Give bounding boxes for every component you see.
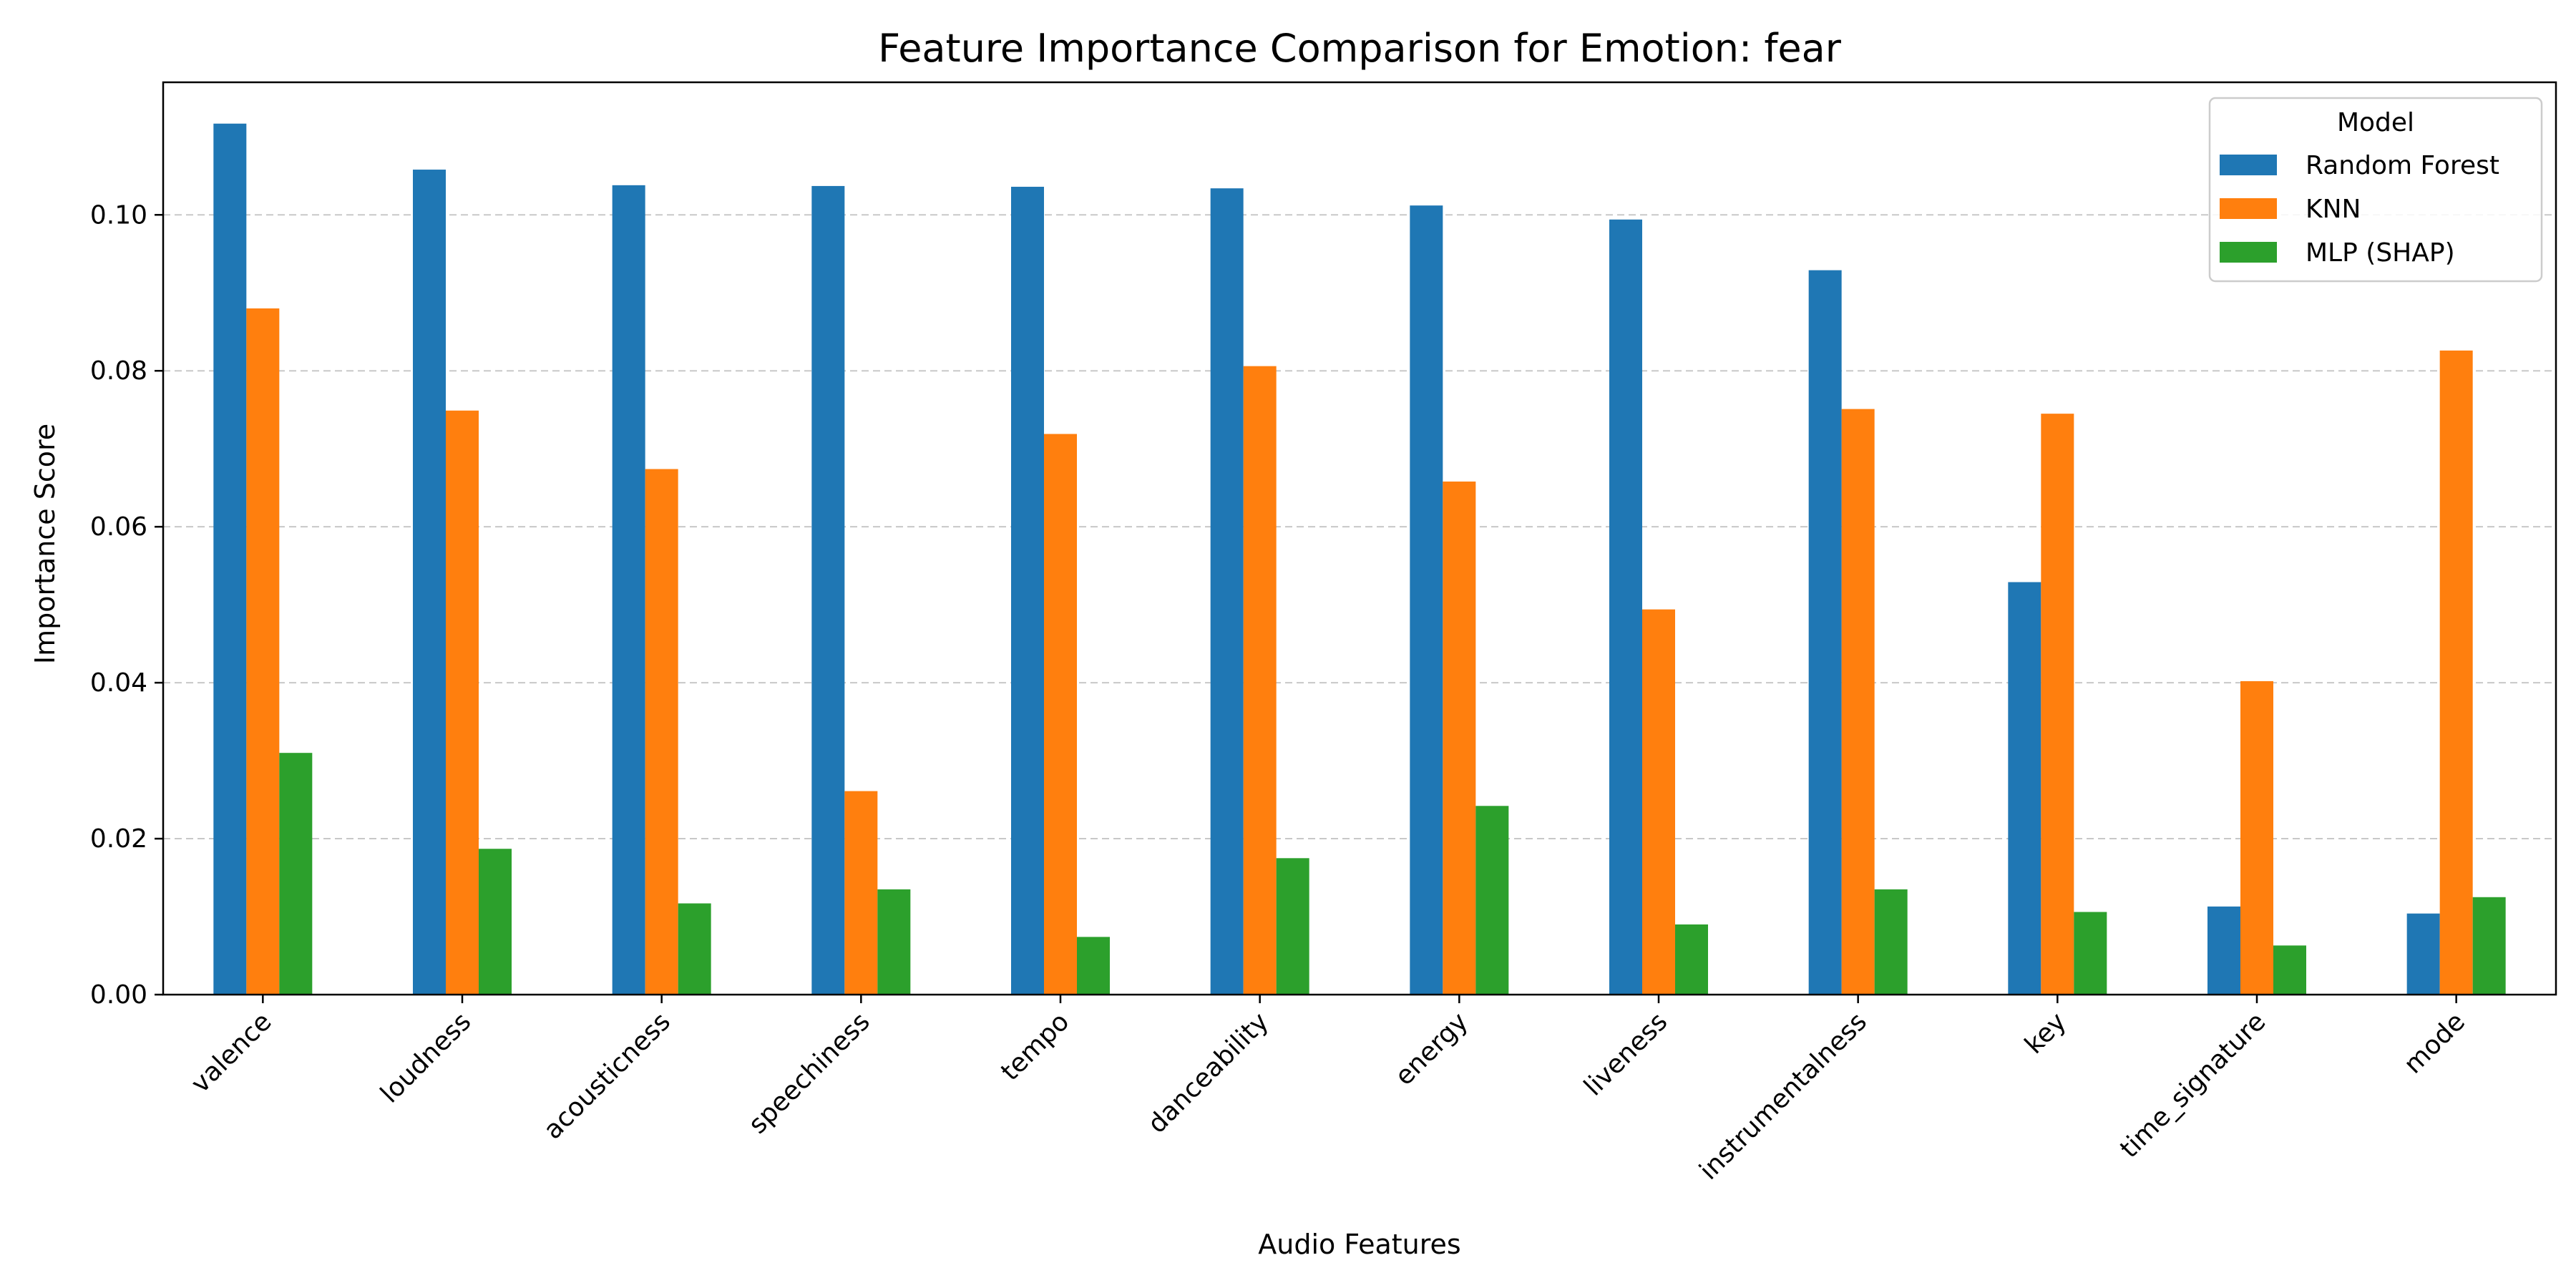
y-tick-label: 0.04 <box>90 668 147 698</box>
x-tick-label-loudness: loudness <box>375 1007 477 1108</box>
x-tick-label-valence: valence <box>186 1007 278 1098</box>
bar-time_signature-mlp-shap <box>2273 945 2306 995</box>
bar-valence-mlp-shap <box>279 753 313 995</box>
legend: Model Random Forest KNN MLP (SHAP) <box>2208 97 2543 283</box>
bar-speechiness-mlp-shap <box>877 889 911 995</box>
bar-speechiness-random-forest <box>811 185 845 995</box>
x-tick-label-speechiness: speechiness <box>743 1007 875 1139</box>
legend-frame <box>2208 97 2543 283</box>
x-tick-label-tempo: tempo <box>995 1007 1075 1086</box>
y-tick-label: 0.08 <box>90 356 147 386</box>
x-tick-label-key: key <box>2019 1007 2072 1060</box>
x-tick-label-instrumentalness: instrumentalness <box>1694 1007 1873 1186</box>
y-tick-label: 0.00 <box>90 980 147 1010</box>
bar-instrumentalness-random-forest <box>1808 270 1842 995</box>
bar-acousticness-mlp-shap <box>678 903 711 995</box>
bar-liveness-knn <box>1642 609 1675 995</box>
x-tick-label-danceability: danceability <box>1142 1007 1274 1139</box>
plot-frame <box>162 81 2557 996</box>
bar-key-mlp-shap <box>2074 912 2107 995</box>
bar-energy-random-forest <box>1410 205 1443 995</box>
bar-danceability-knn <box>1243 366 1277 995</box>
bars <box>213 123 2506 995</box>
chart-title: Feature Importance Comparison for Emotio… <box>878 26 1842 71</box>
bar-acousticness-knn <box>645 469 678 995</box>
legend-swatch-0 <box>2220 155 2277 175</box>
bar-key-random-forest <box>2008 582 2041 995</box>
x-tick-label-mode: mode <box>2399 1007 2471 1079</box>
legend-items: Random Forest KNN MLP (SHAP) <box>2220 151 2499 268</box>
bar-instrumentalness-mlp-shap <box>1874 889 1908 995</box>
legend-label-0: Random Forest <box>2306 151 2499 180</box>
x-tick-label-liveness: liveness <box>1579 1007 1673 1101</box>
x-tick-label-time-signature: time_signature <box>2114 1007 2271 1163</box>
bar-energy-knn <box>1443 481 1476 995</box>
bar-mode-knn <box>2439 350 2473 995</box>
y-tick-label: 0.06 <box>90 512 147 542</box>
bar-speechiness-knn <box>844 791 878 995</box>
x-tick-label-acousticness: acousticness <box>538 1007 676 1145</box>
bar-key-knn <box>2041 414 2074 995</box>
y-tick-label: 0.10 <box>90 200 147 230</box>
legend-label-2: MLP (SHAP) <box>2306 238 2455 268</box>
bar-loudness-random-forest <box>413 170 446 995</box>
bar-time_signature-knn <box>2240 680 2273 995</box>
bar-energy-mlp-shap <box>1475 806 1509 995</box>
bar-instrumentalness-knn <box>1841 409 1875 995</box>
legend-swatch-1 <box>2220 198 2277 219</box>
legend-title: Model <box>2337 108 2414 137</box>
bar-valence-random-forest <box>213 123 247 995</box>
bar-acousticness-random-forest <box>612 185 645 995</box>
x-axis-ticks: valence loudness acousticness speechiness te… <box>186 995 2471 1186</box>
y-axis-ticks: 0.00 0.02 0.04 0.06 0.08 0.10 <box>90 200 163 1010</box>
bar-time_signature-random-forest <box>2207 906 2240 995</box>
bar-loudness-mlp-shap <box>479 849 512 995</box>
bar-valence-knn <box>246 308 280 995</box>
legend-swatch-2 <box>2220 242 2277 263</box>
bar-liveness-mlp-shap <box>1675 924 1708 995</box>
bar-danceability-mlp-shap <box>1276 858 1309 995</box>
bar-tempo-knn <box>1044 434 1077 995</box>
x-axis-label: Audio Features <box>1258 1229 1460 1260</box>
bar-danceability-random-forest <box>1210 188 1244 995</box>
x-tick-label-energy: energy <box>1390 1007 1474 1091</box>
y-axis-label: Importance Score <box>29 424 61 664</box>
bar-loudness-knn <box>446 410 479 995</box>
bar-mode-random-forest <box>2406 913 2440 995</box>
gridlines <box>163 214 2556 840</box>
bar-liveness-random-forest <box>1609 219 1642 995</box>
legend-label-1: KNN <box>2306 195 2361 224</box>
bar-mode-mlp-shap <box>2472 897 2506 995</box>
bar-tempo-mlp-shap <box>1077 937 1110 995</box>
bar-tempo-random-forest <box>1011 187 1044 995</box>
y-tick-label: 0.02 <box>90 824 147 854</box>
